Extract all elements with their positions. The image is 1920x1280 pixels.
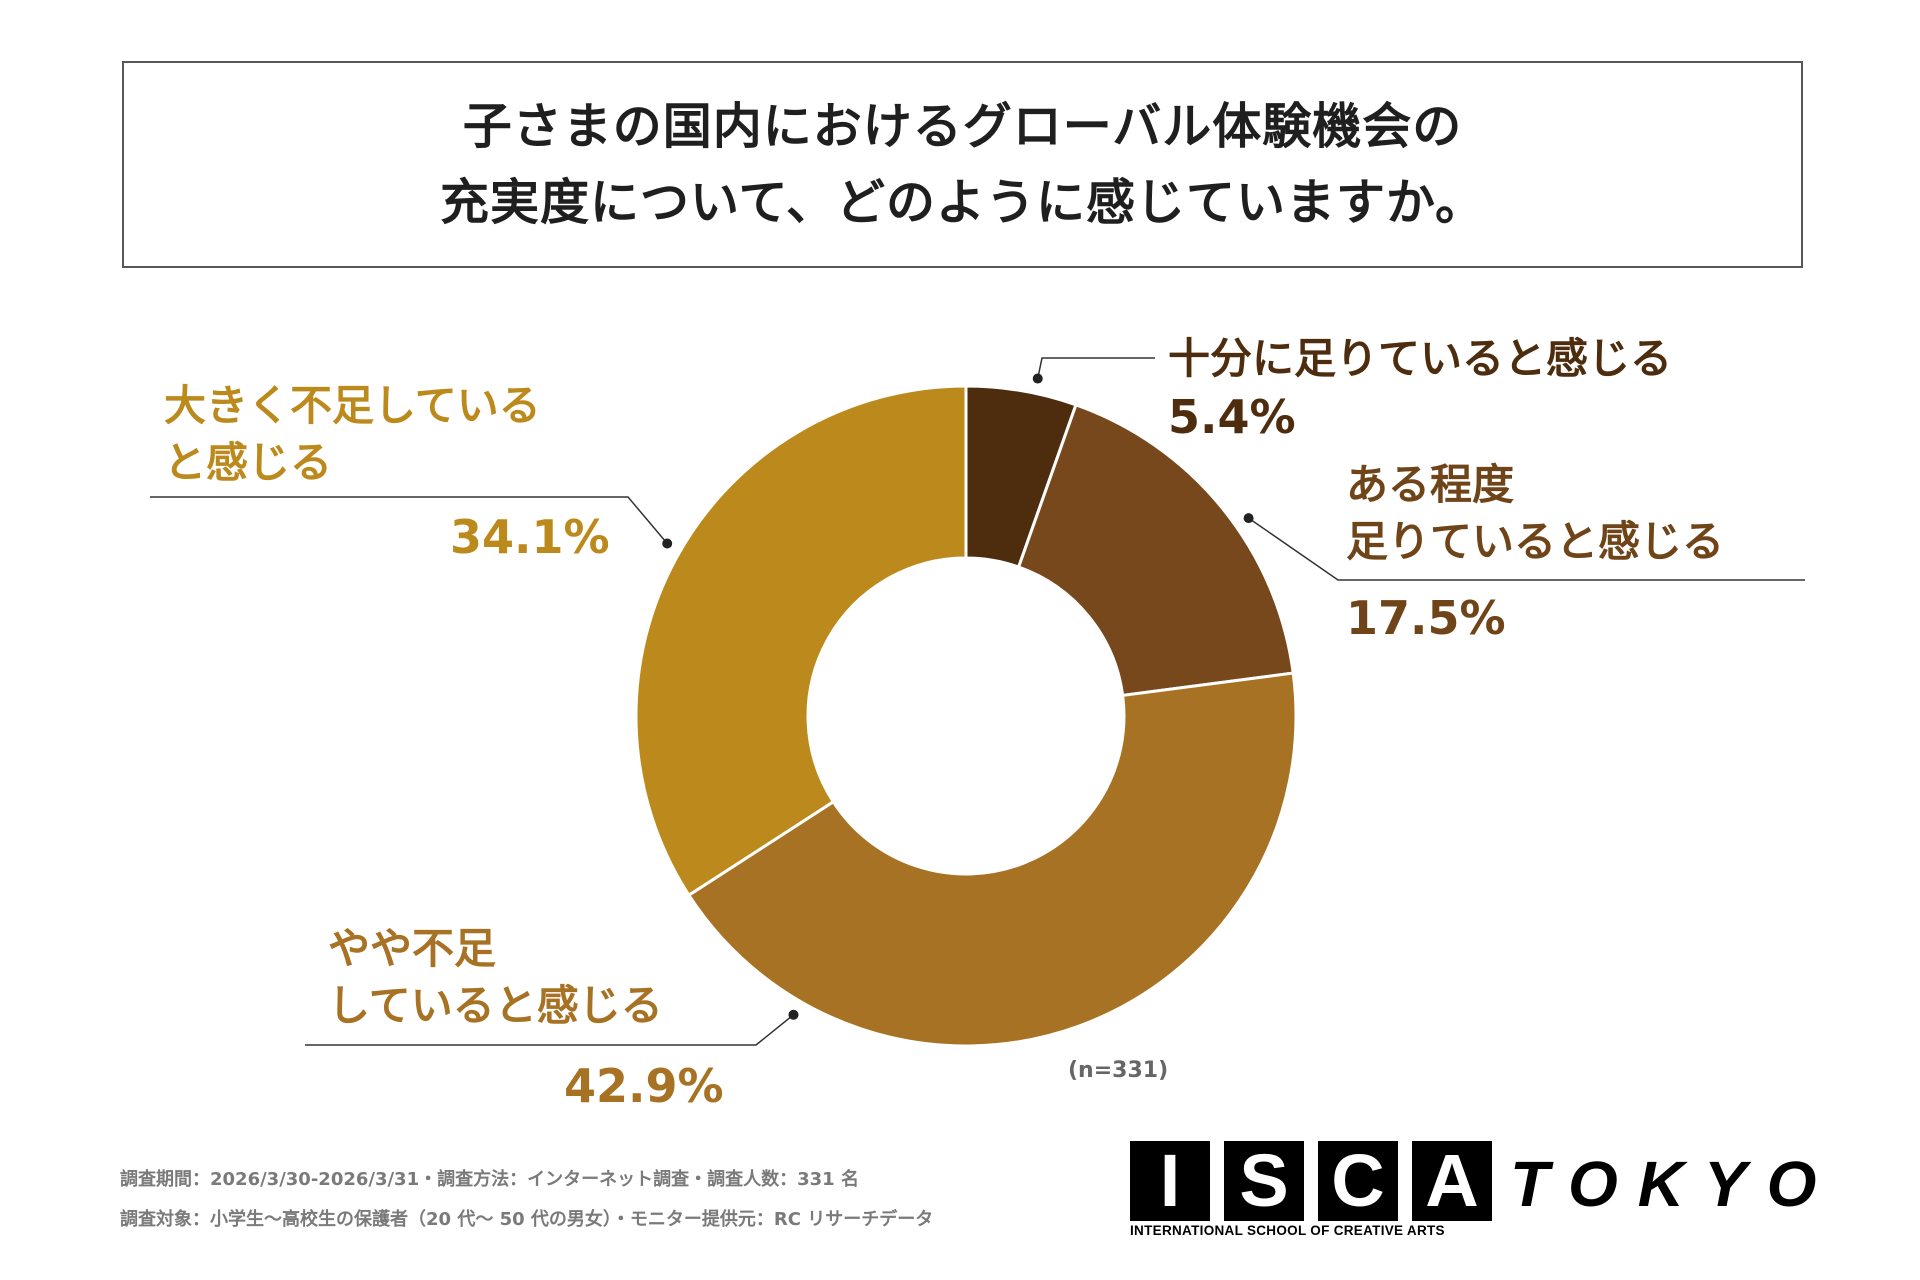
donut-slice-4 <box>634 384 968 898</box>
label-slightly-lacking-name-1: やや不足 <box>328 924 497 973</box>
leader-line-2 <box>1248 517 1805 581</box>
logo-letter-s: S <box>1224 1141 1304 1221</box>
footer-line-2: 調査対象：小学生～高校生の保護者（20 代～ 50 代の男女）・モニター提供元：… <box>120 1209 934 1230</box>
survey-footer: 調査期間：2026/3/30-2026/3/31・調査方法：インターネット調査・… <box>120 1160 933 1240</box>
label-somewhat-sufficient-pct: 17.5% <box>1346 591 1506 645</box>
label-sufficient-pct: 5.4% <box>1168 390 1296 444</box>
label-very-lacking-name-2: と感じる <box>164 438 333 487</box>
logo-letter-a: A <box>1412 1141 1492 1221</box>
label-very-lacking: 大きく不足している と感じる <box>164 377 541 491</box>
label-somewhat-sufficient: ある程度 足りていると感じる <box>1346 456 1724 570</box>
sample-size-note: (n=331) <box>1068 1058 1169 1083</box>
label-somewhat-sufficient-pct-wrap: 17.5% <box>1346 588 1506 648</box>
donut-slice-2 <box>1016 402 1295 698</box>
label-sufficient: 十分に足りていると感じる 5.4% <box>1168 330 1672 447</box>
donut-slice-3 <box>686 671 1298 1048</box>
label-slightly-lacking-pct-wrap: 42.9% <box>564 1056 724 1116</box>
label-slightly-lacking: やや不足 していると感じる <box>328 920 663 1034</box>
leader-dot-3 <box>788 1009 799 1020</box>
logo-subtitle: INTERNATIONAL SCHOOL OF CREATIVE ARTS <box>1130 1223 1445 1238</box>
label-somewhat-sufficient-name-1: ある程度 <box>1346 460 1515 509</box>
label-very-lacking-name-1: 大きく不足している <box>164 381 541 430</box>
label-slightly-lacking-pct: 42.9% <box>564 1059 724 1113</box>
chart-title-line-1: 子さまの国内におけるグローバル体験機会の <box>462 97 1463 155</box>
footer-line-1: 調査期間：2026/3/30-2026/3/31・調査方法：インターネット調査・… <box>120 1169 859 1190</box>
leader-line-3 <box>305 1014 794 1046</box>
leader-dot-4 <box>662 538 673 549</box>
leader-line-4 <box>150 496 668 544</box>
label-slightly-lacking-name-2: していると感じる <box>328 981 663 1030</box>
logo-tokyo: TOKYO <box>1510 1148 1837 1220</box>
logo-letter-i: I <box>1130 1141 1210 1221</box>
title-box: 子さまの国内におけるグローバル体験機会の 充実度について、どのように感じています… <box>122 61 1803 268</box>
logo-letter-c: C <box>1318 1141 1398 1221</box>
leader-dot-2 <box>1243 513 1254 524</box>
leader-dot-1 <box>1032 373 1043 384</box>
leader-line-1 <box>1036 357 1155 379</box>
label-very-lacking-pct-wrap: 34.1% <box>450 507 610 567</box>
label-somewhat-sufficient-name-2: 足りていると感じる <box>1346 517 1725 566</box>
label-very-lacking-pct: 34.1% <box>450 510 610 564</box>
isca-tokyo-logo: I S C A TOKYO INTERNATIONAL SCHOOL OF CR… <box>1130 1141 1816 1241</box>
label-sufficient-name: 十分に足りていると感じる <box>1168 334 1673 383</box>
chart-title-line-2: 充実度について、どのように感じていますか。 <box>439 173 1486 231</box>
